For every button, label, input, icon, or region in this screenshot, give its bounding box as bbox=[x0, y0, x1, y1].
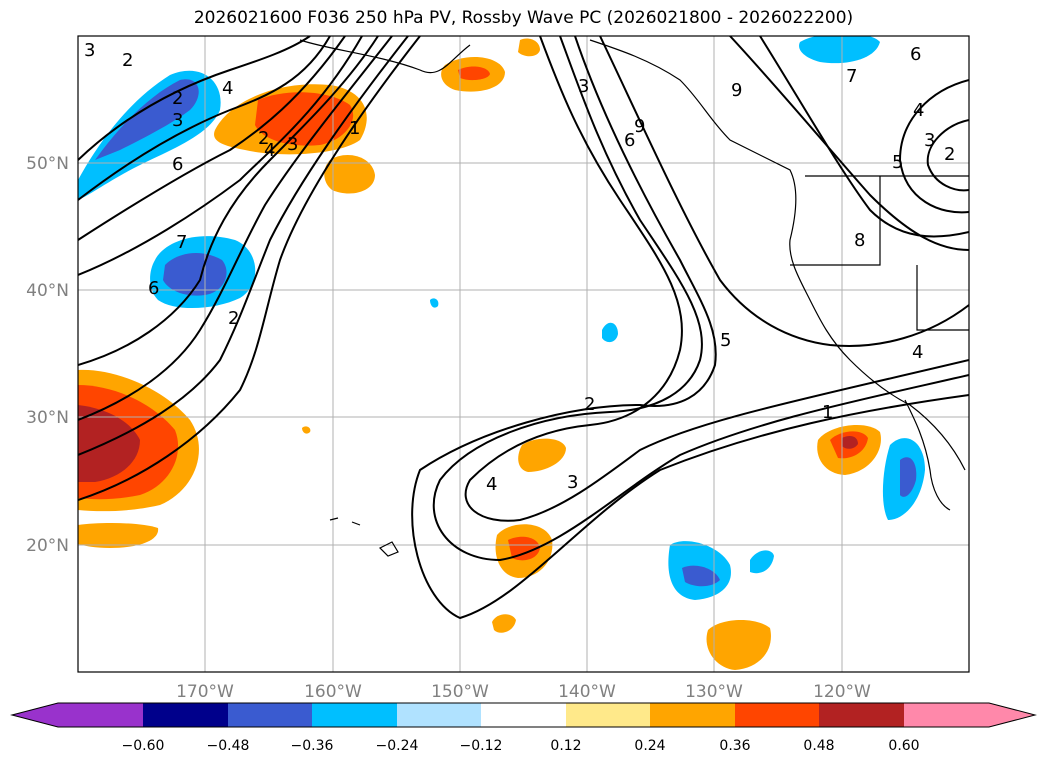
colorbar-swatch bbox=[58, 703, 143, 727]
colorbar-swatch bbox=[735, 703, 819, 727]
contour-label: 6 bbox=[624, 130, 635, 151]
contour-label: 2 bbox=[172, 88, 183, 109]
contour-labels: 3 2 2 3 4 6 7 6 2 3 1 2 4 3 9 6 7 9 6 4 … bbox=[84, 40, 955, 495]
lon-label-140w: 140°W bbox=[558, 682, 616, 702]
contour-label: 5 bbox=[892, 152, 903, 173]
lon-label-160w: 160°W bbox=[304, 682, 362, 702]
contour-label: 2 bbox=[258, 128, 269, 149]
pv-contours bbox=[78, 36, 969, 620]
lon-label-130w: 130°W bbox=[685, 682, 743, 702]
lat-label-20n: 20°N bbox=[26, 536, 69, 556]
latitude-labels: 50°N 40°N 30°N 20°N bbox=[26, 154, 69, 556]
contour-label: 2 bbox=[228, 308, 239, 329]
contour-label: 3 bbox=[578, 76, 589, 97]
colorbar-swatch bbox=[904, 703, 989, 727]
contour-label: 7 bbox=[846, 66, 857, 87]
colorbar-extend-low bbox=[12, 703, 58, 727]
contour-label: 8 bbox=[854, 230, 865, 251]
contour-label: 2 bbox=[584, 394, 595, 415]
contour-label: 6 bbox=[172, 154, 183, 175]
contour-label: 3 bbox=[84, 40, 95, 61]
colorbar-swatch bbox=[819, 703, 904, 727]
colorbar-swatch bbox=[481, 703, 566, 727]
colorbar-tick-label: 0.48 bbox=[803, 738, 834, 754]
map-frame bbox=[77, 35, 970, 673]
lon-label-170w: 170°W bbox=[176, 682, 234, 702]
lon-label-150w: 150°W bbox=[431, 682, 489, 702]
colorbar-tick-label: 0.36 bbox=[719, 738, 750, 754]
contour-label: 3 bbox=[172, 110, 183, 131]
colorbar: −0.60 −0.48 −0.36 −0.24 −0.12 0.12 0.24 … bbox=[10, 702, 1037, 754]
colorbar-swatch bbox=[143, 703, 228, 727]
contour-label: 2 bbox=[944, 144, 955, 165]
lon-label-120w: 120°W bbox=[813, 682, 871, 702]
colorbar-tick-label: −0.60 bbox=[122, 738, 165, 754]
contour-label: 6 bbox=[910, 44, 921, 65]
colorbar-extend-high bbox=[989, 703, 1035, 727]
pv-shading bbox=[78, 36, 925, 670]
contour-label: 1 bbox=[822, 402, 833, 423]
colorbar-swatch bbox=[566, 703, 650, 727]
contour-label: 4 bbox=[913, 100, 924, 121]
lat-label-50n: 50°N bbox=[26, 154, 69, 174]
map-panel: 3 2 2 3 4 6 7 6 2 3 1 2 4 3 9 6 7 9 6 4 … bbox=[78, 36, 969, 672]
lat-label-30n: 30°N bbox=[26, 408, 69, 428]
contour-label: 2 bbox=[122, 50, 133, 71]
contour-label: 9 bbox=[731, 80, 742, 101]
contour-label: 4 bbox=[486, 474, 497, 495]
colorbar-tick-label: −0.24 bbox=[376, 738, 419, 754]
contour-label: 1 bbox=[349, 118, 360, 139]
colorbar-tick-label: 0.12 bbox=[550, 738, 581, 754]
contour-label: 9 bbox=[634, 116, 645, 137]
colorbar-tick-label: 0.24 bbox=[634, 738, 665, 754]
contour-label: 7 bbox=[176, 232, 187, 253]
contour-label: 4 bbox=[222, 78, 233, 99]
contour-label: 4 bbox=[264, 140, 275, 161]
colorbar-tick-label: 0.60 bbox=[888, 738, 919, 754]
contour-label: 6 bbox=[148, 278, 159, 299]
contour-label: 5 bbox=[720, 330, 731, 351]
colorbar-swatch bbox=[650, 703, 735, 727]
contour-label: 3 bbox=[567, 472, 578, 493]
colorbar-swatch bbox=[397, 703, 481, 727]
colorbar-swatch bbox=[312, 703, 397, 727]
contour-label: 3 bbox=[924, 130, 935, 151]
colorbar-tick-label: −0.12 bbox=[460, 738, 503, 754]
colorbar-tick-label: −0.36 bbox=[291, 738, 334, 754]
longitude-labels: 170°W 160°W 150°W 140°W 130°W 120°W bbox=[176, 682, 871, 702]
colorbar-tick-label: −0.48 bbox=[207, 738, 250, 754]
colorbar-outline bbox=[10, 702, 1037, 728]
map-title: 2026021600 F036 250 hPa PV, Rossby Wave … bbox=[193, 8, 854, 28]
lat-label-40n: 40°N bbox=[26, 281, 69, 301]
colorbar-swatch bbox=[228, 703, 312, 727]
contour-label: 3 bbox=[287, 134, 298, 155]
gridlines bbox=[78, 36, 969, 672]
contour-label: 4 bbox=[912, 342, 923, 363]
